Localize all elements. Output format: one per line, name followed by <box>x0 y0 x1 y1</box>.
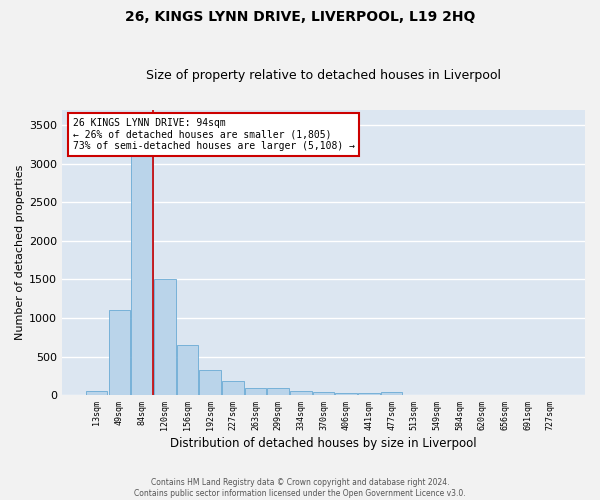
Text: 26, KINGS LYNN DRIVE, LIVERPOOL, L19 2HQ: 26, KINGS LYNN DRIVE, LIVERPOOL, L19 2HQ <box>125 10 475 24</box>
Bar <box>109 310 130 395</box>
Bar <box>131 140 153 395</box>
X-axis label: Distribution of detached houses by size in Liverpool: Distribution of detached houses by size … <box>170 437 477 450</box>
Bar <box>86 392 107 395</box>
Bar <box>222 382 244 395</box>
Title: Size of property relative to detached houses in Liverpool: Size of property relative to detached ho… <box>146 69 501 82</box>
Bar <box>245 388 266 395</box>
Bar <box>199 370 221 395</box>
Bar <box>154 280 176 395</box>
Bar <box>313 392 334 395</box>
Text: Contains HM Land Registry data © Crown copyright and database right 2024.
Contai: Contains HM Land Registry data © Crown c… <box>134 478 466 498</box>
Bar <box>358 394 380 395</box>
Bar <box>176 345 198 395</box>
Text: 26 KINGS LYNN DRIVE: 94sqm
← 26% of detached houses are smaller (1,805)
73% of s: 26 KINGS LYNN DRIVE: 94sqm ← 26% of deta… <box>73 118 355 152</box>
Bar <box>381 392 403 395</box>
Bar <box>335 394 357 395</box>
Y-axis label: Number of detached properties: Number of detached properties <box>15 164 25 340</box>
Bar <box>290 392 311 395</box>
Bar <box>268 388 289 395</box>
